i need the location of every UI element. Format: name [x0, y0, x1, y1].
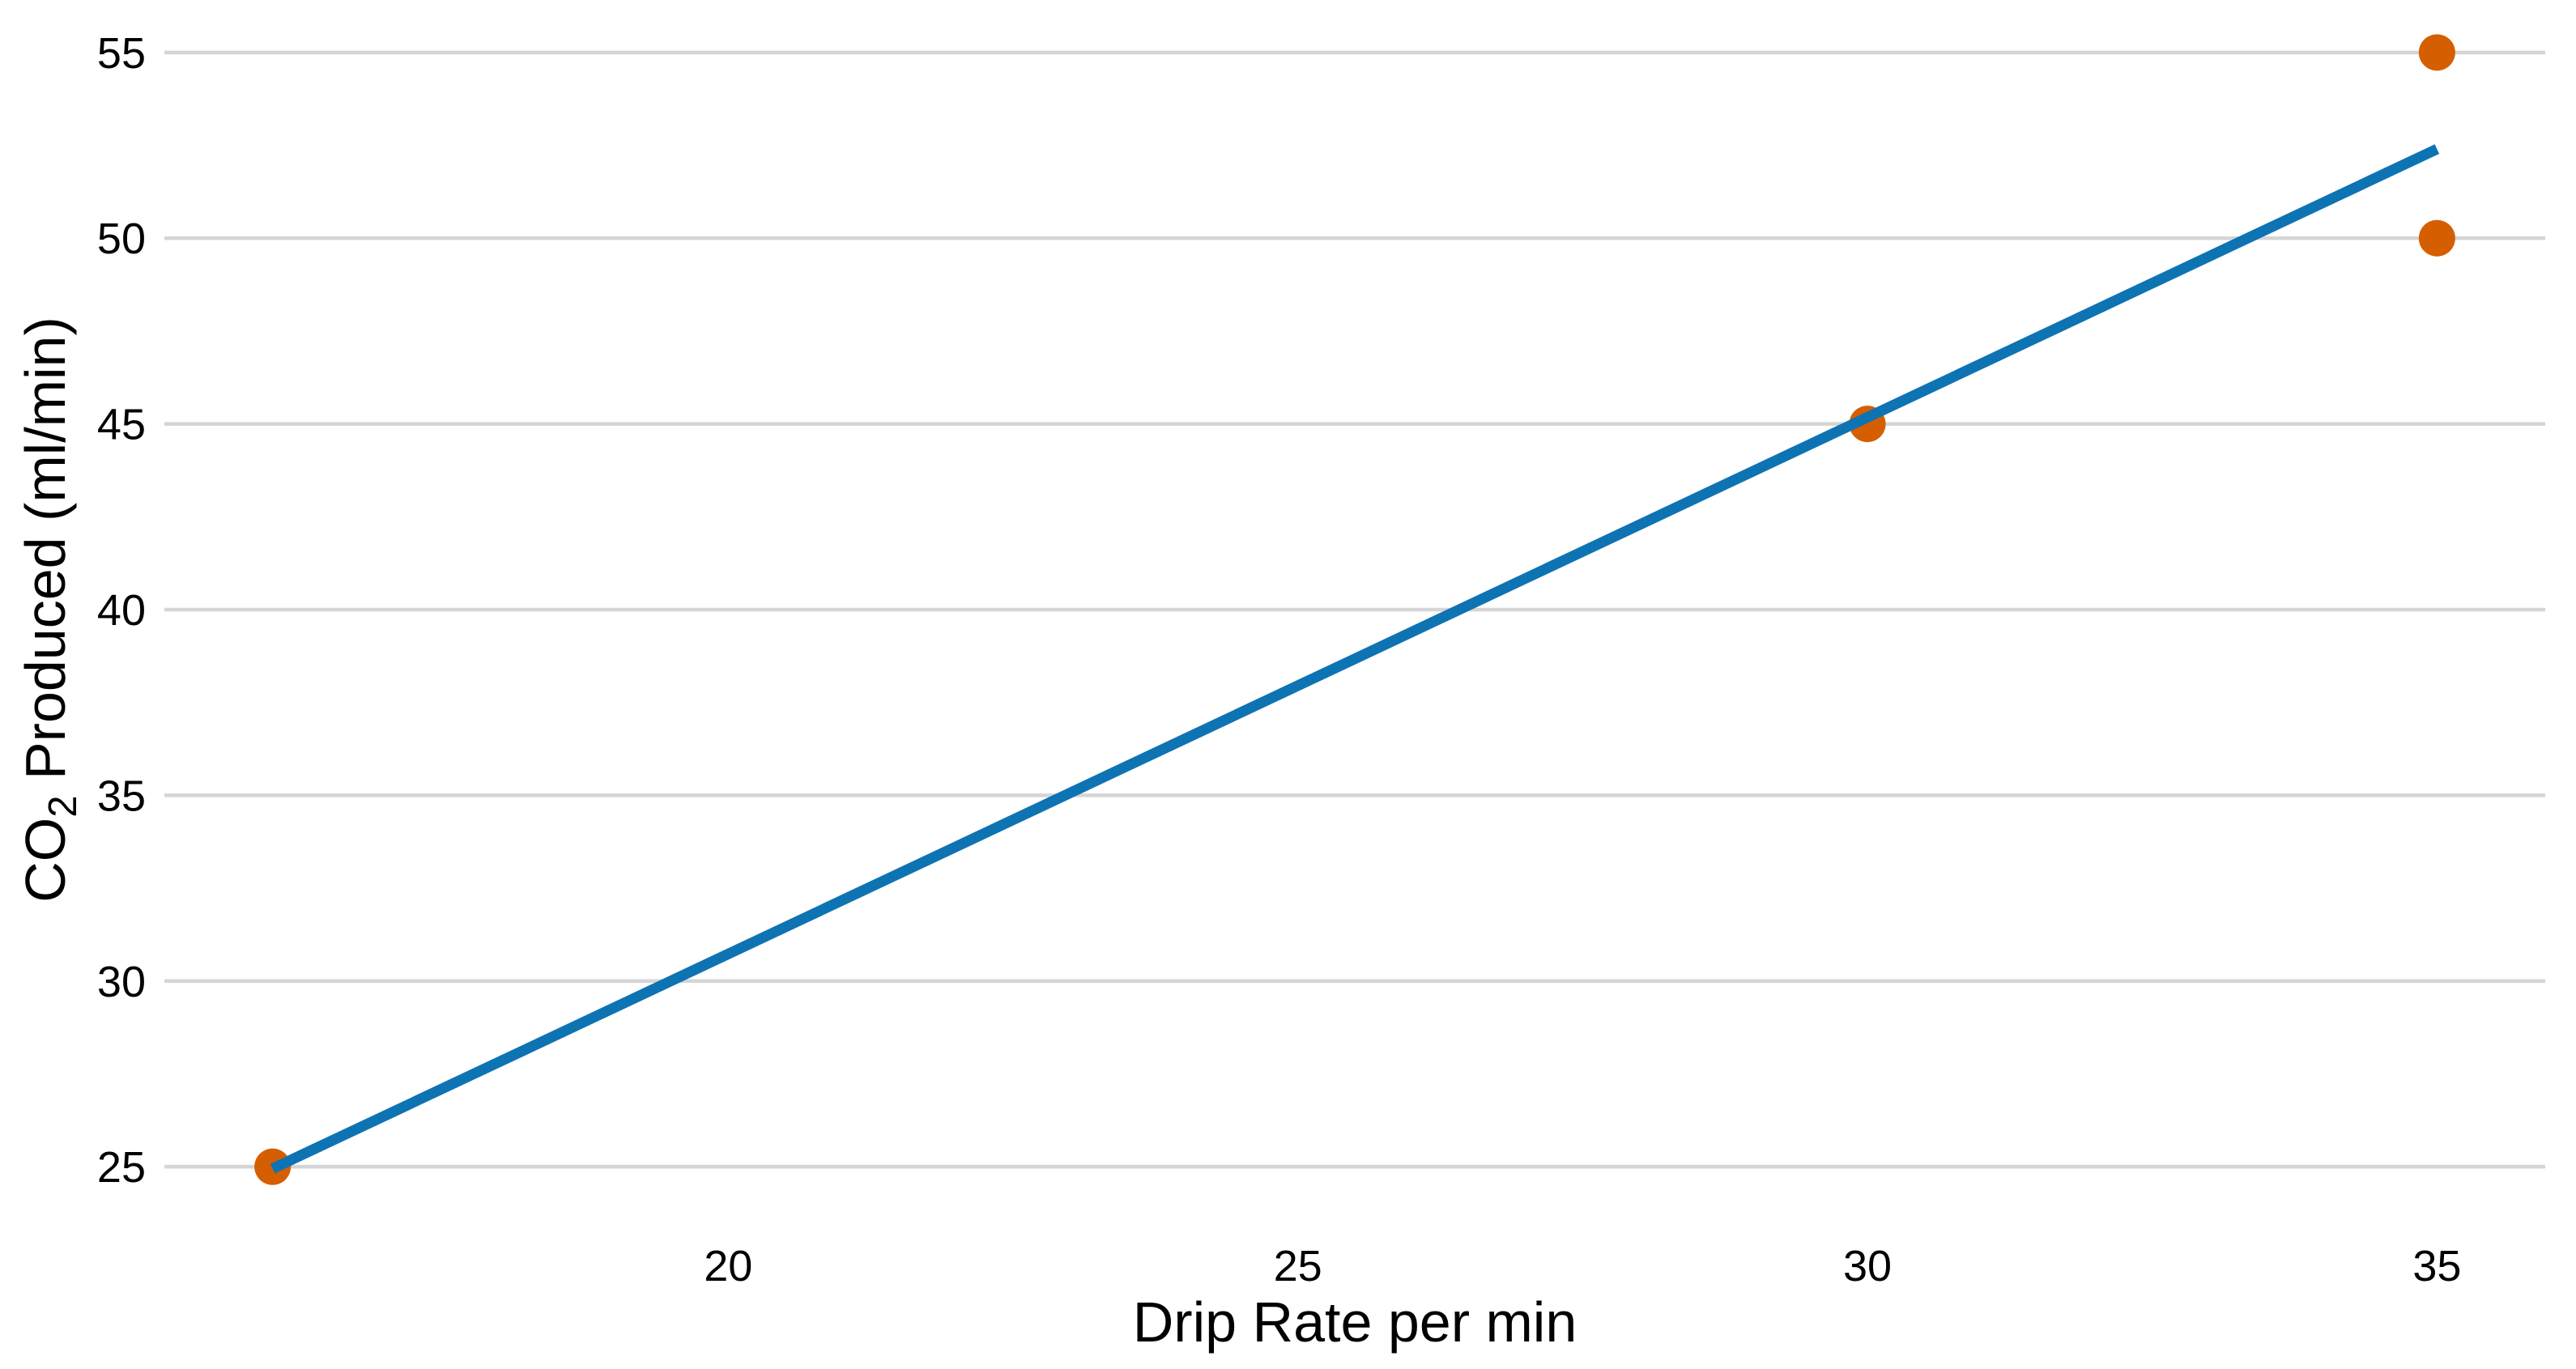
y-axis-title: CO2 Produced (ml/min)	[14, 317, 85, 903]
y-tick-label: 25	[97, 1143, 146, 1192]
x-tick-label: 30	[1843, 1242, 1892, 1290]
x-tick-label: 20	[704, 1242, 752, 1290]
data-point	[2418, 34, 2455, 71]
y-tick-label: 50	[97, 215, 146, 263]
y-tick-label: 55	[97, 29, 146, 78]
trend-line-layer	[270, 144, 2440, 1174]
x-tick-label: 25	[1274, 1242, 1322, 1290]
x-axis-title: Drip Rate per min	[1133, 1290, 1578, 1354]
x-tick-label: 35	[2412, 1242, 2461, 1290]
y-tick-label: 30	[97, 958, 146, 1006]
trend-line	[270, 144, 2440, 1174]
data-point	[2418, 219, 2455, 257]
y-tick-label: 40	[97, 586, 146, 635]
y-axis-tick-labels: 25 30 35 40 45 50 55	[97, 29, 146, 1192]
gridlines	[164, 50, 2545, 1169]
data-points	[254, 34, 2455, 1185]
y-tick-label: 35	[97, 772, 146, 820]
x-axis-tick-labels: 20 25 30 35	[704, 1242, 2461, 1290]
y-tick-label: 45	[97, 401, 146, 449]
